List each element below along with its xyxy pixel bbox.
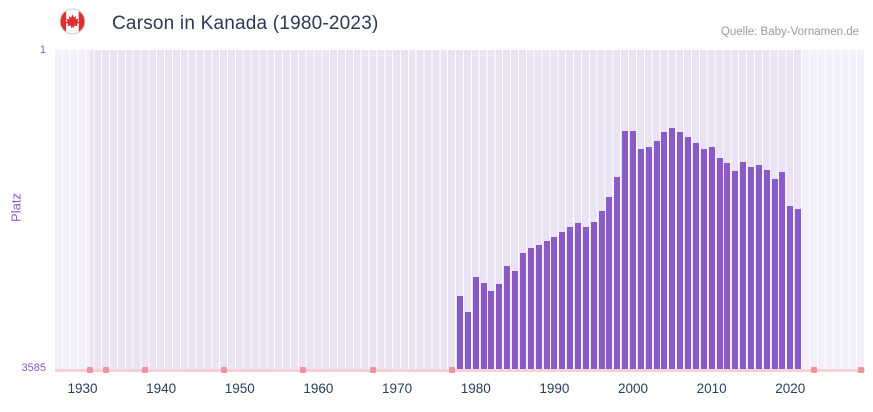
rank-bar <box>551 236 558 370</box>
rank-bar <box>692 142 699 370</box>
x-axis-tick-label: 1960 <box>303 381 334 396</box>
rank-bar <box>606 196 613 370</box>
source-credit: Quelle: Baby-Vornamen.de <box>720 26 859 38</box>
rank-bar <box>637 148 644 370</box>
rank-bar <box>630 130 636 370</box>
rank-bar <box>543 240 550 370</box>
rank-bar <box>685 136 692 370</box>
no-rank-marker <box>299 367 306 373</box>
rank-bar <box>700 148 707 370</box>
x-axis-tick-label: 1990 <box>539 381 570 396</box>
rank-bar <box>755 164 762 370</box>
rank-bar <box>622 130 629 370</box>
rank-bar <box>464 311 471 370</box>
y-axis-bottom-label: 3585 <box>21 362 46 374</box>
rank-bar <box>771 178 778 370</box>
rank-bar <box>457 296 463 370</box>
rank-bar <box>724 162 731 370</box>
rank-bar <box>590 221 597 370</box>
rank-bar <box>598 211 605 370</box>
rank-bar <box>661 131 668 370</box>
x-axis-tick-label: 1940 <box>146 381 177 396</box>
no-rank-marker <box>142 367 149 373</box>
rank-bar <box>669 128 676 370</box>
no-rank-marker <box>87 367 94 373</box>
x-axis-tick-label: 2020 <box>775 381 806 396</box>
no-rank-marker <box>810 367 817 373</box>
x-axis-tick-label: 1970 <box>382 381 413 396</box>
rank-bar <box>472 276 479 370</box>
page-title: Carson in Kanada (1980-2023) <box>112 13 379 34</box>
rank-bar <box>677 131 684 370</box>
rank-bar <box>614 176 621 370</box>
x-axis-tick-label: 1930 <box>67 381 98 396</box>
rank-bar <box>480 283 487 370</box>
rank-bar <box>708 146 715 370</box>
rank-bar <box>740 161 747 370</box>
rank-bar <box>716 157 723 370</box>
rank-bar <box>559 232 566 370</box>
x-axis-tick-label: 2000 <box>617 381 649 396</box>
y-axis-title: Platz <box>8 193 24 222</box>
x-axis-tick-label: 1950 <box>224 381 255 396</box>
rank-bar <box>488 291 495 370</box>
no-data-band <box>802 50 865 370</box>
plot-area <box>55 50 865 370</box>
y-axis-top-label: 1 <box>39 44 46 56</box>
canada-flag-icon <box>59 8 86 40</box>
no-rank-marker <box>449 367 456 373</box>
rank-bar <box>763 169 770 370</box>
rank-bar <box>574 223 581 370</box>
rank-bar <box>519 253 526 370</box>
rank-bar <box>527 248 534 370</box>
no-rank-marker <box>103 367 110 373</box>
no-rank-marker <box>858 367 865 373</box>
rank-bar <box>779 171 786 370</box>
rank-bar <box>747 166 754 370</box>
rank-bar <box>535 245 542 370</box>
rank-bar <box>567 227 574 370</box>
no-data-band <box>55 50 91 370</box>
rank-bar <box>653 140 660 370</box>
x-axis-tick-label: 1980 <box>460 381 491 396</box>
no-rank-marker <box>370 367 377 373</box>
rank-bar <box>795 208 802 370</box>
no-rank-marker <box>221 367 228 373</box>
rank-bar <box>496 284 503 370</box>
x-axis-tick-label: 2010 <box>696 381 727 396</box>
rank-bar <box>504 265 511 370</box>
rank-bar <box>787 205 794 370</box>
rank-bar <box>645 146 652 370</box>
rank-bar <box>582 227 589 370</box>
x-axis-baseline <box>55 369 865 372</box>
rank-bar <box>732 170 739 370</box>
rank-bar <box>512 271 519 370</box>
